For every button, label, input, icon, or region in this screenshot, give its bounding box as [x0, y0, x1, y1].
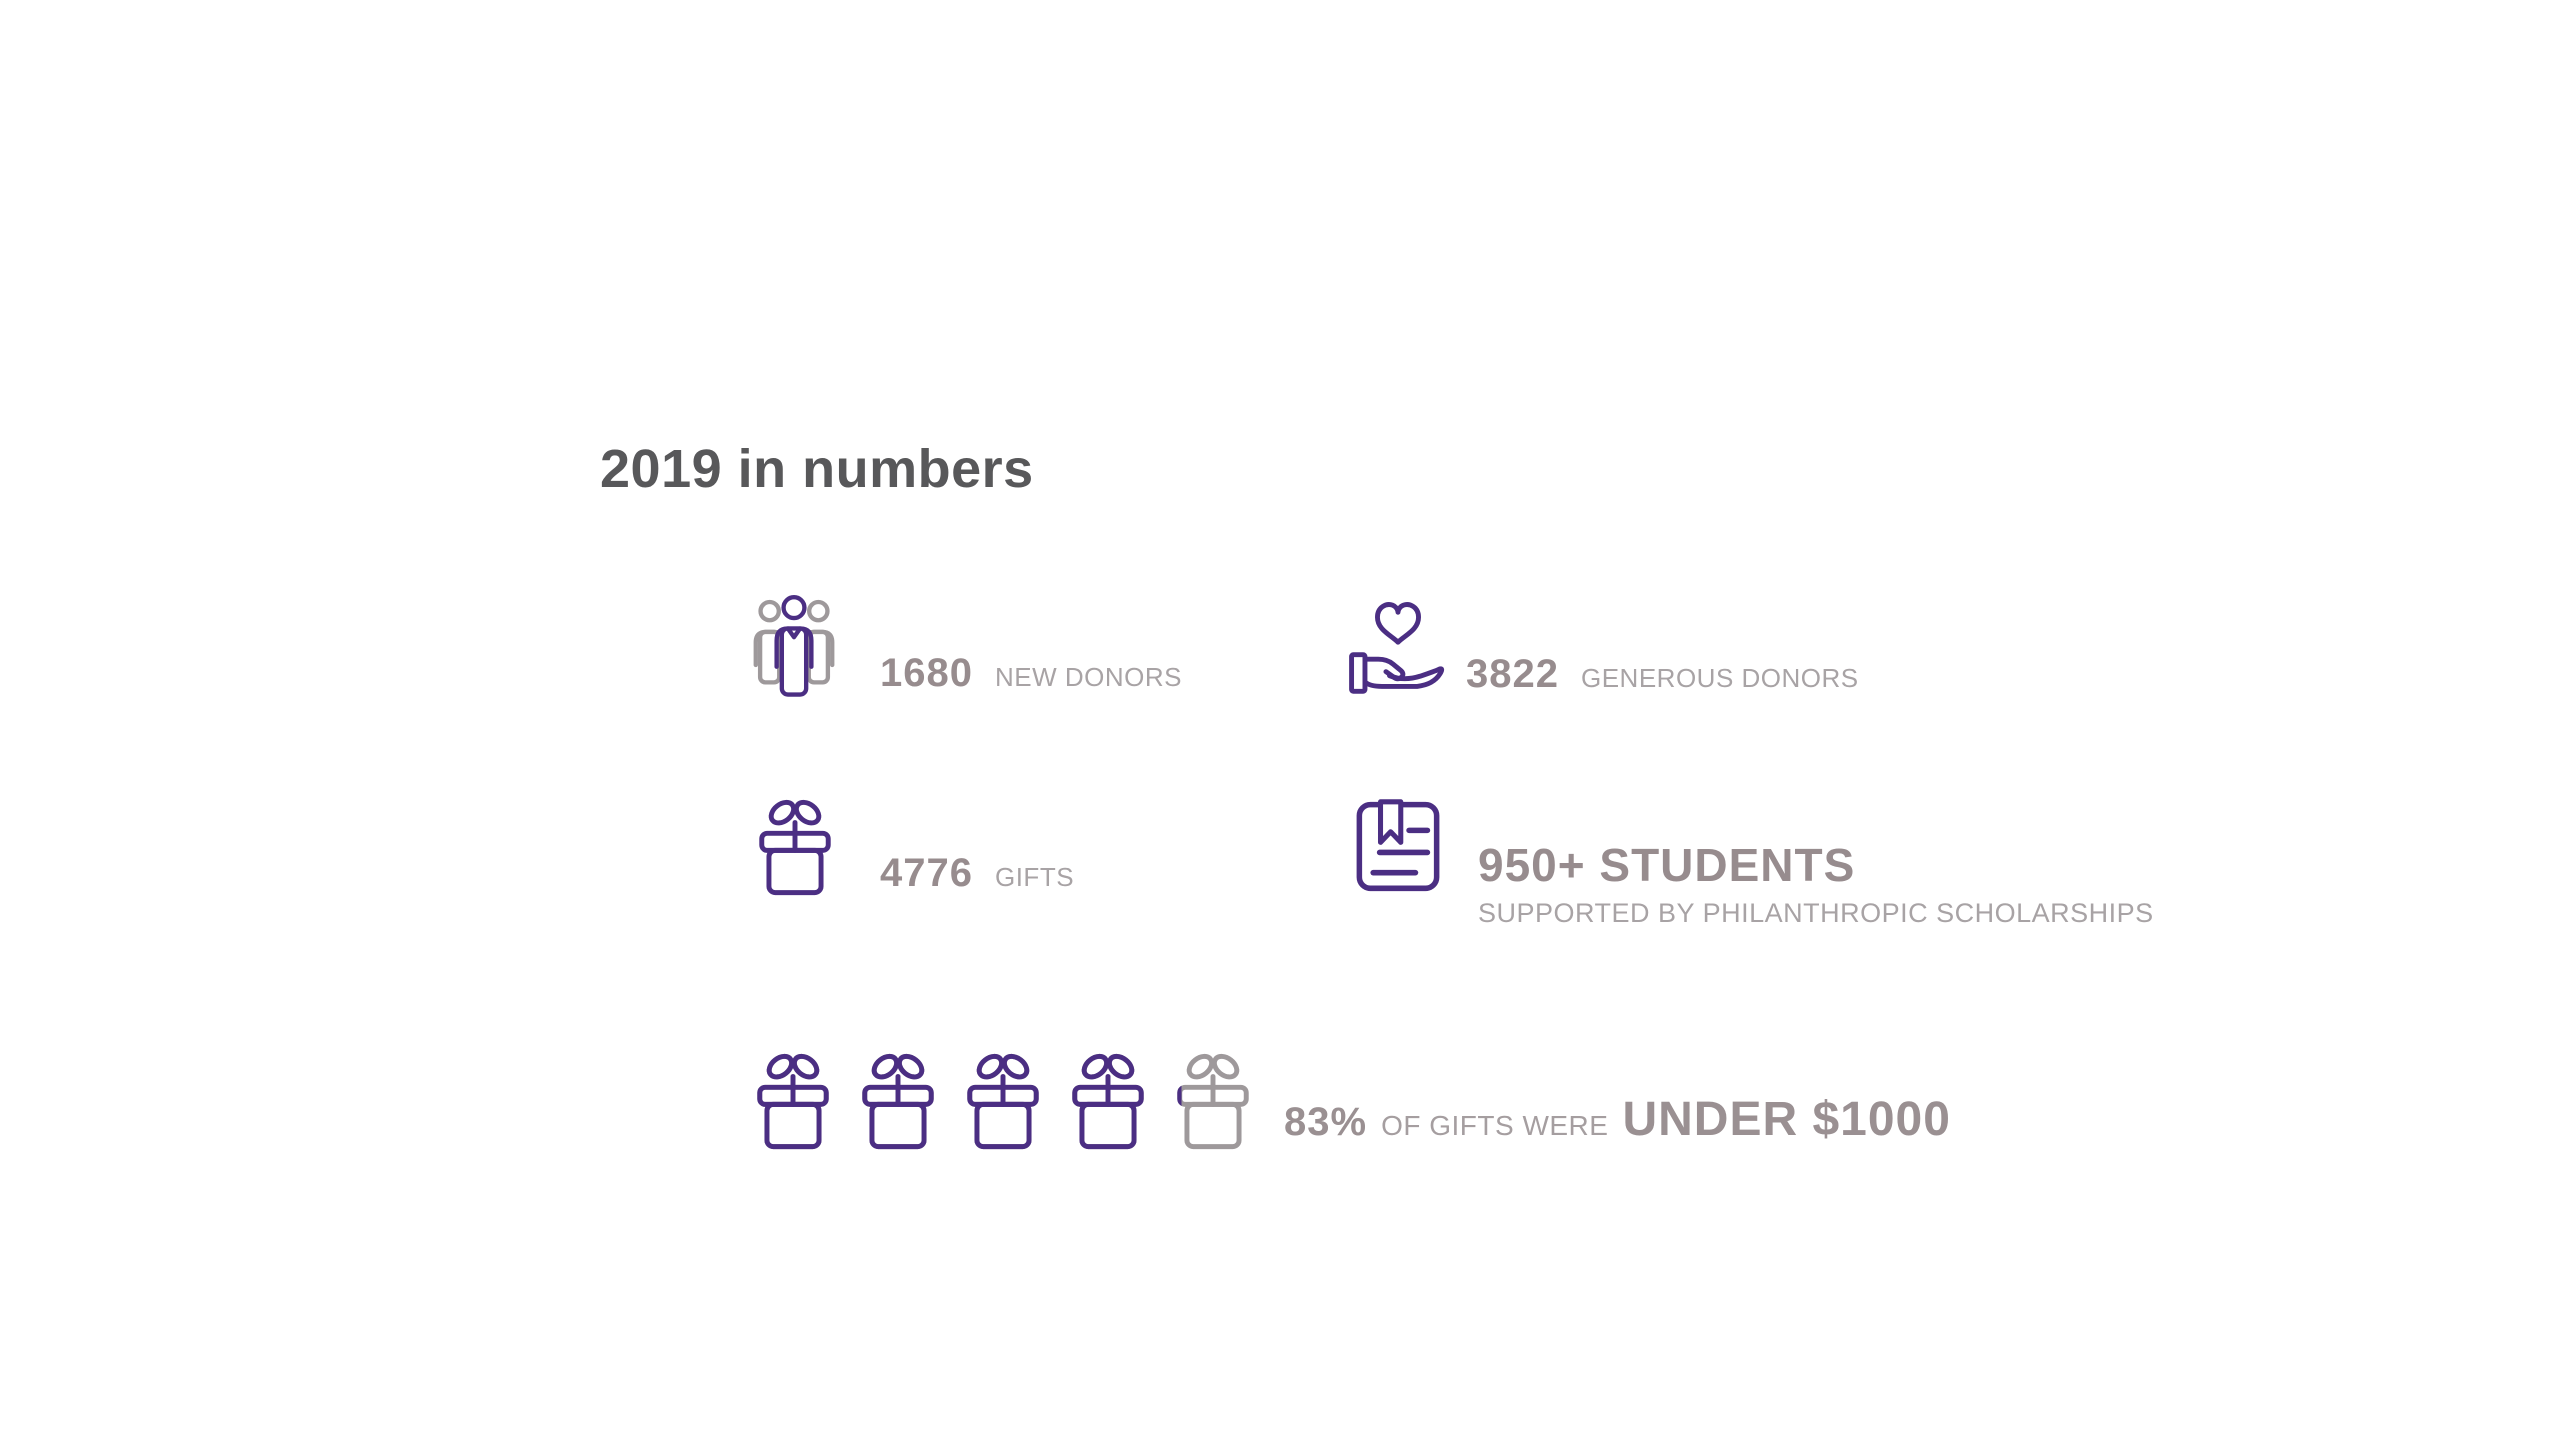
stat-students: 950+ STUDENTS SUPPORTED BY PHILANTHROPIC… — [1352, 796, 2154, 927]
stat-value: 950+ STUDENTS — [1478, 839, 1856, 891]
stat-value: 4776 — [880, 851, 973, 895]
stat-generous-donors: 3822 GENEROUS DONORS — [1348, 594, 1859, 704]
gift-percent-highlight: UNDER $1000 — [1622, 1093, 1951, 1146]
stat-label: NEW DONORS — [994, 662, 1182, 692]
people-icon — [748, 592, 840, 703]
gift-percentage-pictograph: 83% OF GIFTS WERE UNDER $1000 — [748, 1046, 1951, 1152]
page-title: 2019 in numbers — [600, 439, 1034, 499]
heart-in-hand-icon — [1348, 589, 1448, 704]
gift-icon-partial — [1168, 1046, 1258, 1152]
gift-icon — [853, 1046, 943, 1152]
stat-sublabel: SUPPORTED BY PHILANTHROPIC SCHOLARSHIPS — [1478, 898, 2154, 928]
stat-gifts: 4776 GIFTS — [750, 799, 1074, 903]
stat-new-donors: 1680 NEW DONORS — [748, 595, 1182, 703]
gift-icon — [1063, 1046, 1153, 1152]
stat-label: GENEROUS DONORS — [1580, 663, 1859, 693]
stat-label: GIFTS — [994, 862, 1075, 892]
gift-icon — [750, 792, 840, 903]
gift-percent-connector: OF GIFTS WERE — [1381, 1110, 1609, 1141]
gift-icon-strip — [748, 1046, 1258, 1152]
stat-value: 3822 — [1466, 652, 1559, 696]
stat-value: 1680 — [880, 651, 973, 695]
gift-icon — [748, 1046, 838, 1152]
book-bookmark-icon — [1352, 796, 1444, 901]
gift-percent-value: 83% — [1284, 1100, 1368, 1144]
gift-icon — [958, 1046, 1048, 1152]
